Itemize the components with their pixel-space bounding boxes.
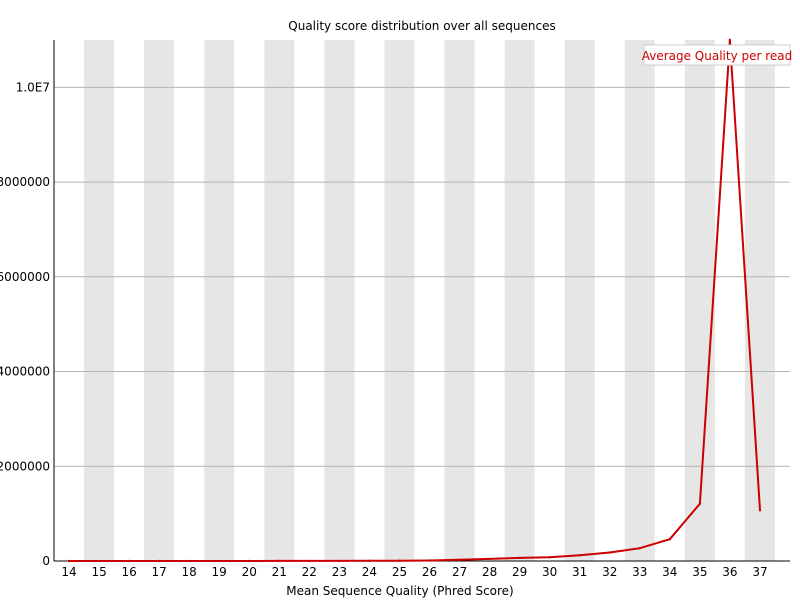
- series: [67, 38, 762, 563]
- data-point-24: [368, 559, 371, 562]
- x-tick-label: 17: [151, 565, 166, 579]
- data-point-16: [127, 559, 131, 563]
- x-tick-label: 22: [302, 565, 317, 579]
- data-point-21: [278, 559, 281, 563]
- data-point-31: [578, 554, 581, 557]
- data-point-36: [728, 38, 732, 42]
- stripe-21: [264, 40, 295, 561]
- x-tick-label: 30: [542, 565, 557, 579]
- y-tick-labels: 0 2000000 4000000 6000000 8000000 1.0E7: [0, 80, 50, 568]
- x-tick-label: 27: [452, 565, 467, 579]
- stripe-19: [204, 40, 235, 561]
- stripe-23: [324, 40, 355, 561]
- stripe-27: [444, 40, 475, 561]
- data-point-19: [218, 559, 221, 563]
- data-point-28: [488, 557, 491, 561]
- x-tick-label: 31: [572, 565, 587, 579]
- data-point-17: [157, 559, 161, 563]
- x-tick-label: 35: [692, 565, 707, 579]
- legend: Average Quality per read: [642, 44, 793, 66]
- stripe-15: [84, 40, 114, 561]
- y-tick-label: 0: [42, 554, 50, 568]
- x-tick-label: 18: [182, 565, 197, 579]
- data-point-20: [248, 559, 251, 563]
- stripe-33: [624, 40, 655, 561]
- x-tick-label: 14: [61, 565, 76, 579]
- stripe-25: [384, 40, 415, 561]
- data-point-33: [638, 547, 641, 550]
- x-tick-label: 23: [332, 565, 347, 579]
- x-tick-label: 16: [121, 565, 136, 579]
- data-point-30: [548, 556, 551, 559]
- x-tick-label: 37: [752, 565, 767, 579]
- x-tick-label: 20: [242, 565, 257, 579]
- data-point-15: [97, 559, 101, 563]
- x-tick-label: 19: [212, 565, 227, 579]
- data-point-18: [188, 559, 191, 563]
- stripe-35: [684, 40, 715, 561]
- data-point-32: [608, 551, 611, 554]
- x-tick-label: 28: [482, 565, 497, 579]
- x-tick-label: 33: [632, 565, 647, 579]
- gridlines: [54, 86, 790, 467]
- data-point-35: [698, 502, 702, 505]
- x-tick-label: 29: [512, 565, 527, 579]
- data-point-22: [308, 559, 311, 563]
- x-tick-label: 25: [392, 565, 407, 579]
- data-point-29: [518, 556, 521, 560]
- x-tick-label: 36: [722, 565, 737, 579]
- x-tick-label: 24: [362, 565, 377, 579]
- data-point-23: [338, 559, 341, 563]
- stripe-29: [504, 40, 535, 561]
- data-point-26: [428, 559, 431, 562]
- data-point-27: [458, 558, 461, 561]
- y-tick-label: 2000000: [0, 459, 50, 473]
- x-tick-label: 34: [662, 565, 677, 579]
- stripe-17: [144, 40, 175, 561]
- legend-entry-average-quality: Average Quality per read: [642, 49, 793, 63]
- data-point-34: [668, 538, 671, 541]
- stripe-31: [564, 40, 595, 561]
- x-tick-label: 21: [272, 565, 287, 579]
- legend-box: [643, 44, 791, 66]
- y-tick-label: 4000000: [0, 365, 50, 379]
- x-tick-labels: 14 15 16 17 18 19 20 21 22 23 24 25 26 27 28 29 30 31 32 33…: [61, 565, 767, 579]
- stripe-37: [744, 40, 775, 561]
- chart-title: Quality score distribution over all sequ…: [288, 19, 555, 33]
- x-axis-label: Mean Sequence Quality (Phred Score): [286, 584, 514, 598]
- y-tick-label: 6000000: [0, 270, 50, 284]
- y-tick-label: 8000000: [0, 175, 50, 189]
- x-tick-label: 15: [91, 565, 106, 579]
- x-tick-label: 26: [422, 565, 437, 579]
- x-tick-label: 32: [602, 565, 617, 579]
- data-point-25: [398, 559, 401, 562]
- series-line-average-quality: [69, 39, 761, 562]
- background-stripes: [84, 40, 775, 561]
- y-tick-label: 1.0E7: [16, 80, 50, 94]
- data-point-37: [758, 509, 762, 512]
- data-point-14: [67, 559, 71, 563]
